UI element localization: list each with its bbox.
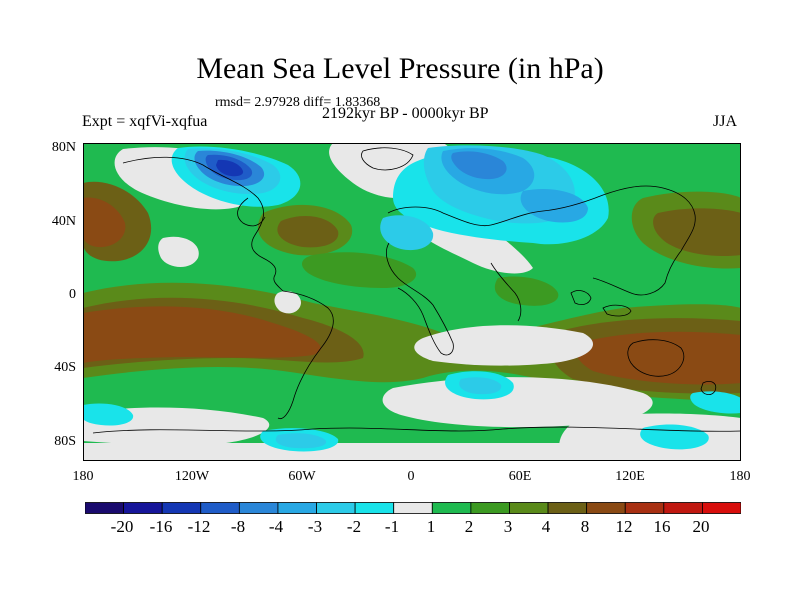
lat-label-80s: 80S [54, 434, 76, 449]
colorbar-box [702, 502, 741, 514]
period-label: 2192kyr BP - 0000kyr BP [322, 105, 489, 122]
colorbar-label: 8 [580, 517, 590, 536]
experiment-label: Expt = xqfVi-xqfua [82, 113, 208, 130]
colorbar-label: 2 [464, 517, 474, 536]
colorbar-box [85, 502, 124, 514]
colorbar-box [354, 502, 395, 514]
colorbar-label: 1 [426, 517, 436, 536]
colorbar-label: 20 [692, 517, 710, 536]
colorbar-boxes [85, 502, 741, 514]
colorbar-label: 4 [541, 517, 551, 536]
colorbar-box [393, 502, 433, 514]
colorbar-box [200, 502, 240, 514]
colorbar [85, 502, 741, 514]
pressure-anomaly-map [83, 143, 741, 461]
map-frame [83, 143, 741, 461]
colorbar-box [624, 502, 665, 514]
colorbar-label: -1 [384, 517, 400, 536]
colorbar-box [238, 502, 279, 514]
lon-label-120e: 120E [615, 469, 645, 484]
lat-label-40s: 40S [54, 360, 76, 375]
pressure-contour-field [83, 143, 741, 461]
rmsd-diff-stats: rmsd= 2.97928 diff= 1.83368 [215, 95, 381, 110]
colorbar-box [123, 502, 163, 514]
colorbar-label: 16 [653, 517, 671, 536]
lon-label-60e: 60E [508, 469, 532, 484]
colorbar-label: -8 [230, 517, 246, 536]
colorbar-box [663, 502, 703, 514]
colorbar-label: -3 [307, 517, 323, 536]
colorbar-box [431, 502, 472, 514]
lon-label-180w: 180 [72, 469, 94, 484]
season-label: JJA [713, 113, 738, 130]
coastlines [92, 147, 741, 434]
lat-label-40n: 40N [51, 214, 76, 229]
lat-label-80n: 80N [51, 140, 76, 155]
colorbar-label: -4 [268, 517, 284, 536]
colorbar-box [316, 502, 356, 514]
colorbar-label: 3 [503, 517, 513, 536]
colorbar-box [277, 502, 317, 514]
colorbar-label: -20 [110, 517, 134, 536]
chart-title: Mean Sea Level Pressure (in hPa) [196, 52, 604, 85]
colorbar-label: 12 [615, 517, 633, 536]
colorbar-label: -16 [149, 517, 173, 536]
colorbar-box [470, 502, 510, 514]
lon-label-120w: 120W [174, 469, 210, 484]
colorbar-box [586, 502, 626, 514]
lon-label-180e: 180 [729, 469, 751, 484]
colorbar-box [161, 502, 202, 514]
lon-label-60w: 60W [288, 469, 316, 484]
colorbar-label: -12 [187, 517, 211, 536]
colorbar-label: -2 [346, 517, 362, 536]
lat-label-0: 0 [69, 287, 76, 302]
colorbar-box [547, 502, 588, 514]
lon-label-0: 0 [407, 469, 415, 484]
colorbar-box [509, 502, 549, 514]
